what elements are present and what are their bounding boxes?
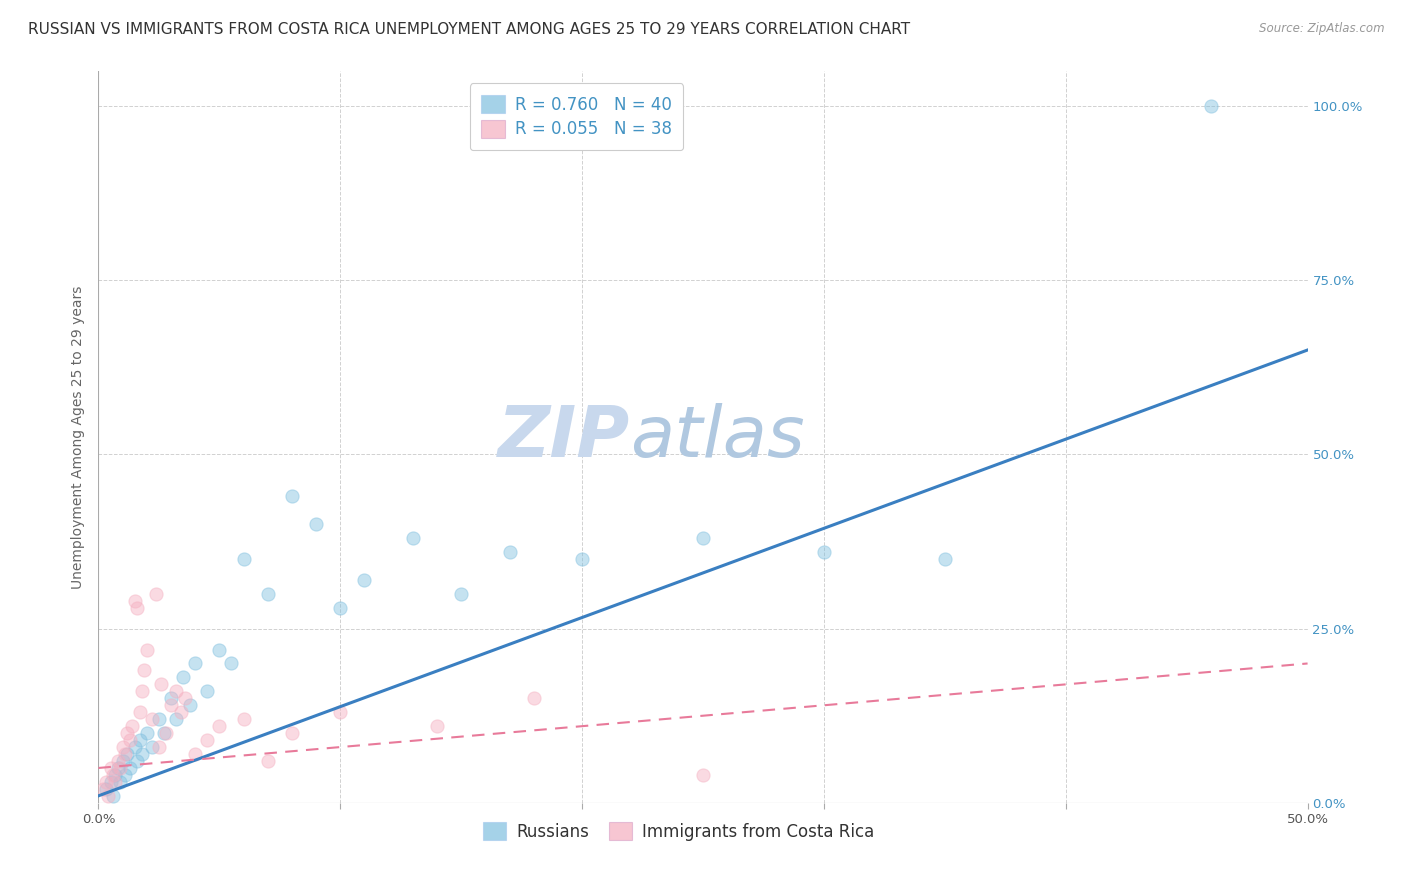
Point [141,712,163,726]
Point [148,740,170,755]
Point [94,781,117,796]
Point [128,705,150,719]
Point [114,747,136,761]
Point [169,705,191,719]
Point [813,545,835,559]
Point [281,489,304,503]
Point [121,719,143,733]
Point [195,733,218,747]
Point [124,740,146,755]
Point [692,531,714,545]
Point [127,600,149,615]
Point [108,761,131,775]
Point [111,754,134,768]
Point [232,712,254,726]
Point [101,789,124,803]
Point [135,726,157,740]
Point [131,684,153,698]
Point [426,719,449,733]
Text: atlas: atlas [630,402,806,472]
Point [450,587,472,601]
Point [160,698,183,713]
Text: RUSSIAN VS IMMIGRANTS FROM COSTA RICA UNEMPLOYMENT AMONG AGES 25 TO 29 YEARS COR: RUSSIAN VS IMMIGRANTS FROM COSTA RICA UN… [28,22,910,37]
Point [934,552,956,566]
Point [232,552,254,566]
Point [692,768,714,782]
Point [141,740,163,755]
Point [97,789,120,803]
Point [305,517,328,532]
Text: ZIP: ZIP [498,402,630,472]
Point [107,754,129,768]
Point [256,754,278,768]
Point [184,657,207,671]
Y-axis label: Unemployment Among Ages 25 to 29 years: Unemployment Among Ages 25 to 29 years [72,285,86,589]
Point [152,726,174,740]
Point [329,705,352,719]
Point [155,726,177,740]
Point [184,747,207,761]
Point [402,531,425,545]
Point [127,754,149,768]
Point [329,600,352,615]
Point [221,657,243,671]
Point [145,587,167,601]
Point [498,545,520,559]
Point [100,775,122,789]
Point [117,747,139,761]
Point [195,684,218,698]
Point [135,642,157,657]
Legend: Russians, Immigrants from Costa Rica: Russians, Immigrants from Costa Rica [475,814,883,849]
Point [117,726,139,740]
Point [523,691,546,706]
Point [208,719,231,733]
Point [118,761,141,775]
Point [118,733,141,747]
Point [165,684,187,698]
Point [179,698,201,713]
Text: Source: ZipAtlas.com: Source: ZipAtlas.com [1260,22,1385,36]
Point [107,761,129,775]
Point [94,775,117,789]
Point [100,761,122,775]
Point [208,642,231,657]
Point [1199,99,1222,113]
Point [131,747,153,761]
Point [101,768,124,782]
Point [165,712,187,726]
Point [148,712,170,726]
Point [124,594,146,608]
Point [134,664,156,678]
Point [150,677,173,691]
Point [91,781,114,796]
Point [256,587,278,601]
Point [281,726,304,740]
Point [104,775,127,789]
Point [160,691,183,706]
Point [108,775,131,789]
Point [114,768,136,782]
Point [111,740,134,755]
Point [353,573,375,587]
Point [571,552,593,566]
Point [128,733,150,747]
Point [104,768,127,782]
Point [172,670,194,684]
Point [174,691,197,706]
